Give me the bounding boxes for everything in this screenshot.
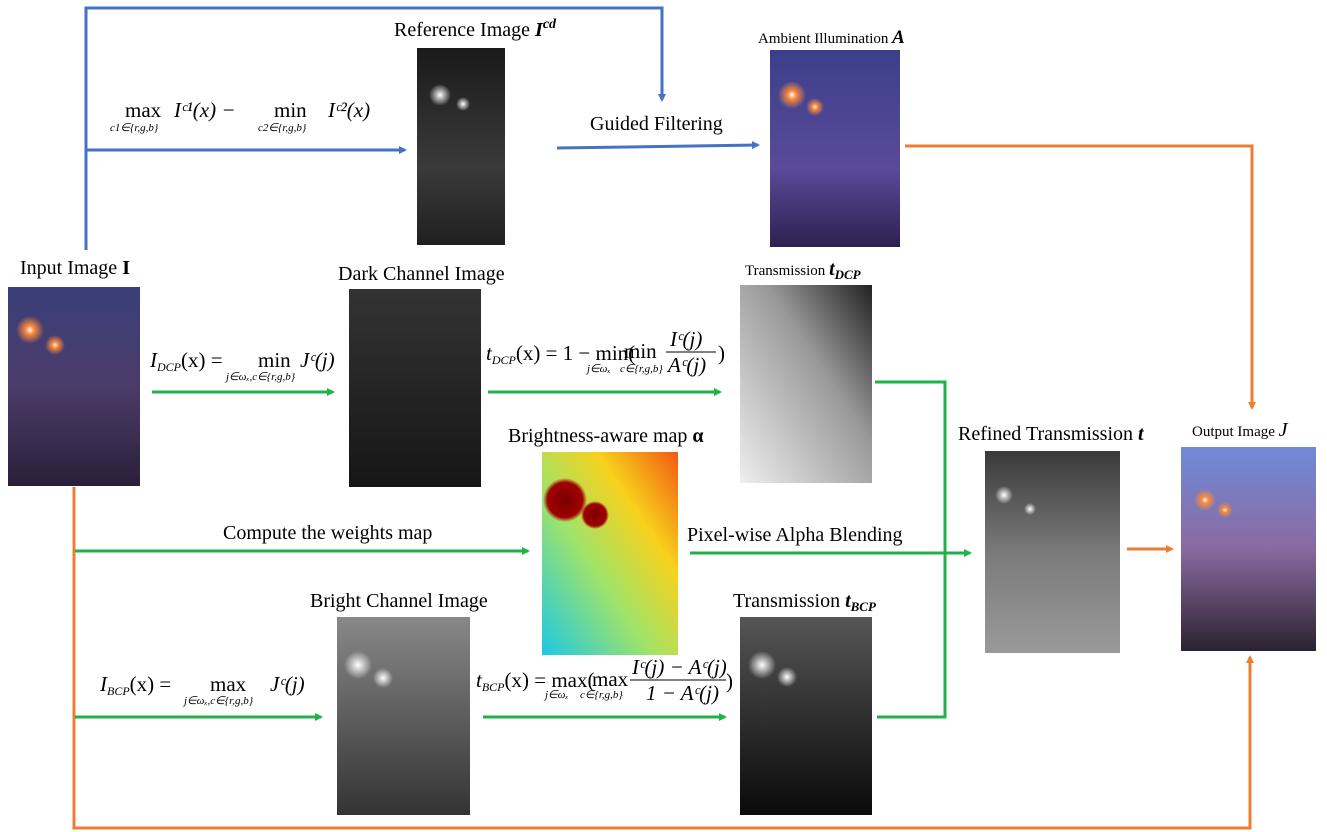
limit: j∈ωₓ <box>585 363 611 375</box>
formula-dcp: IDCP(x) = min j∈ωₓ,c∈{r,g,b} Jᶜ(j) <box>149 348 335 383</box>
output-image <box>1181 447 1316 651</box>
label: Ambient Illumination A <box>758 27 905 48</box>
bright-channel-image <box>337 617 470 815</box>
numerator: Iᶜ(j) <box>669 327 702 351</box>
term: tDCP(x) = 1 − min( <box>486 341 635 367</box>
label: Transmission tDCP <box>745 258 862 282</box>
operator: max <box>125 98 162 122</box>
term: Iᶜ²(x) <box>327 98 370 122</box>
ambient-image <box>770 50 900 247</box>
limit: c2∈{r,g,b} <box>258 122 307 134</box>
term: Jᶜ(j) <box>300 348 335 372</box>
numerator: Iᶜ(j) − Aᶜ(j) <box>631 655 727 679</box>
t-bcp-image <box>740 617 872 815</box>
label: Output Image J <box>1192 419 1289 441</box>
term: Iᶜ¹(x) − <box>173 98 236 122</box>
limit: c∈{r,g,b} <box>580 689 623 701</box>
operator: min <box>274 98 307 122</box>
step-label: Guided Filtering <box>590 113 723 135</box>
term: IBCP(x) = <box>99 672 171 698</box>
term: IDCP(x) = <box>149 348 223 374</box>
formula-t-dcp: tDCP(x) = 1 − min( j∈ωₓ min c∈{r,g,b} Iᶜ… <box>486 327 725 377</box>
denominator: Aᶜ(j) <box>666 353 706 377</box>
limit: j∈ωₓ,c∈{r,g,b} <box>182 695 254 707</box>
refined-transmission-image <box>985 451 1120 653</box>
operator: min <box>624 339 657 363</box>
operator: max <box>210 672 247 696</box>
reference-image <box>417 48 505 245</box>
t-dcp-image <box>740 285 872 483</box>
label: Bright Channel Image <box>310 590 488 612</box>
limit: j∈ωₓ,c∈{r,g,b} <box>224 371 296 383</box>
limit: j∈ωₓ <box>543 689 569 701</box>
paren: ) <box>718 341 725 365</box>
step-label: Pixel-wise Alpha Blending <box>687 524 903 546</box>
label: Brightness-aware map α <box>508 425 704 447</box>
operator: min <box>258 348 291 372</box>
formula-bcp: IBCP(x) = max j∈ωₓ,c∈{r,g,b} Jᶜ(j) <box>99 672 305 707</box>
denominator: 1 − Aᶜ(j) <box>646 681 719 705</box>
diagram: Reference Image Icd Ambient Illumination… <box>0 0 1327 832</box>
operator: max <box>592 667 629 691</box>
step-label: Compute the weights map <box>223 522 432 544</box>
dark-channel-image <box>349 289 481 487</box>
label: Reference Image Icd <box>394 17 557 41</box>
limit: c1∈{r,g,b} <box>110 122 159 134</box>
label: Dark Channel Image <box>338 263 505 285</box>
label: Refined Transmission t <box>958 423 1145 445</box>
formula-reference: max c1∈{r,g,b} Iᶜ¹(x) − min c2∈{r,g,b} I… <box>110 98 370 134</box>
term: tBCP(x) = max( <box>476 668 595 694</box>
paren: ) <box>726 669 733 693</box>
formula-t-bcp: tBCP(x) = max( j∈ωₓ max c∈{r,g,b} Iᶜ(j) … <box>476 655 733 705</box>
term: Jᶜ(j) <box>270 672 305 696</box>
label: Input Image I <box>20 257 130 279</box>
label: Transmission tBCP <box>733 590 877 614</box>
limit: c∈{r,g,b} <box>620 363 663 375</box>
